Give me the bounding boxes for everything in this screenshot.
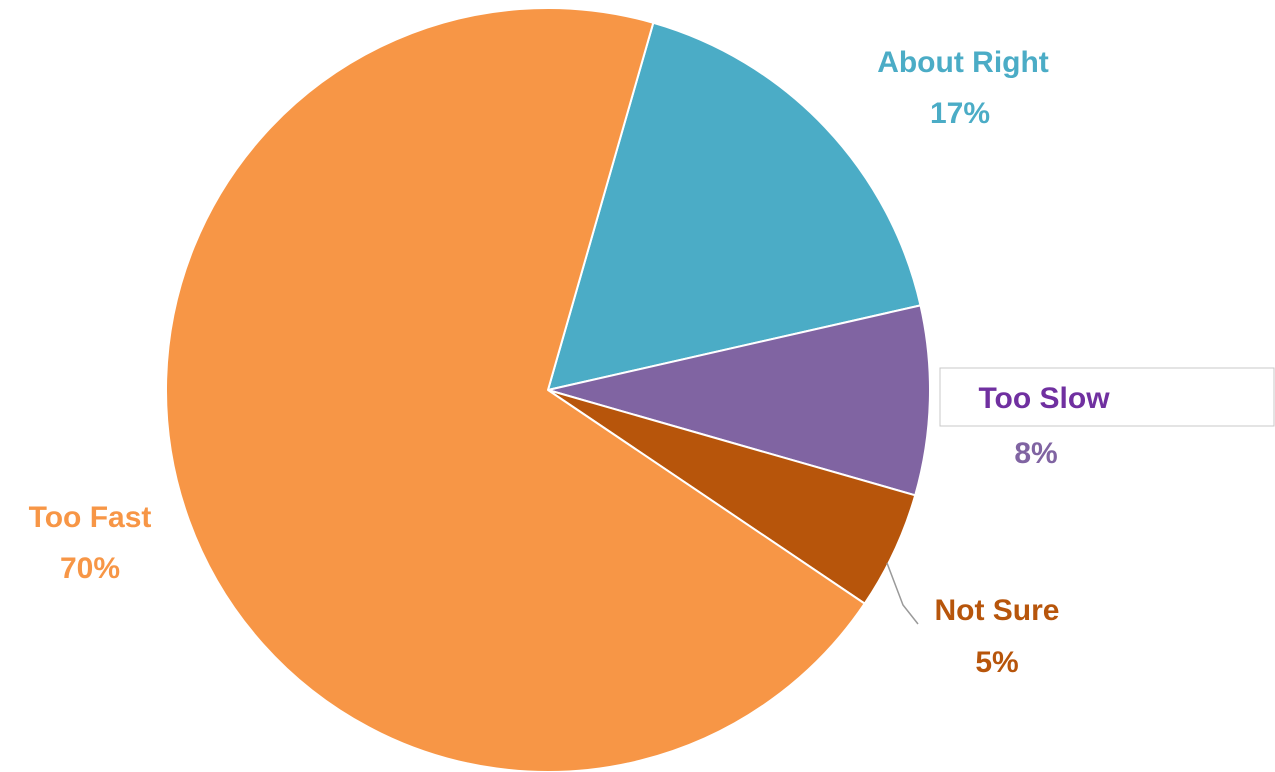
- too-slow-label-box: [939, 367, 1275, 427]
- not-sure-leader-line: [886, 562, 919, 625]
- data-labels: About Right 17% Too Slow 8% Not Sure 5% …: [29, 46, 1111, 679]
- too-slow-value: 8%: [1014, 437, 1057, 470]
- too-slow-label: Too Slow: [978, 382, 1110, 415]
- pie-slices: [165, 7, 931, 772]
- too-fast-value: 70%: [60, 552, 120, 585]
- pie-slice-too-fast: [165, 7, 866, 772]
- not-sure-value: 5%: [975, 646, 1018, 679]
- about-right-value: 17%: [930, 97, 990, 130]
- pie-slice-too-slow: [547, 304, 931, 497]
- pie-slice-about-right: [547, 21, 922, 391]
- not-sure-label: Not Sure: [934, 594, 1059, 627]
- too-fast-label: Too Fast: [29, 501, 152, 534]
- about-right-label: About Right: [877, 46, 1049, 79]
